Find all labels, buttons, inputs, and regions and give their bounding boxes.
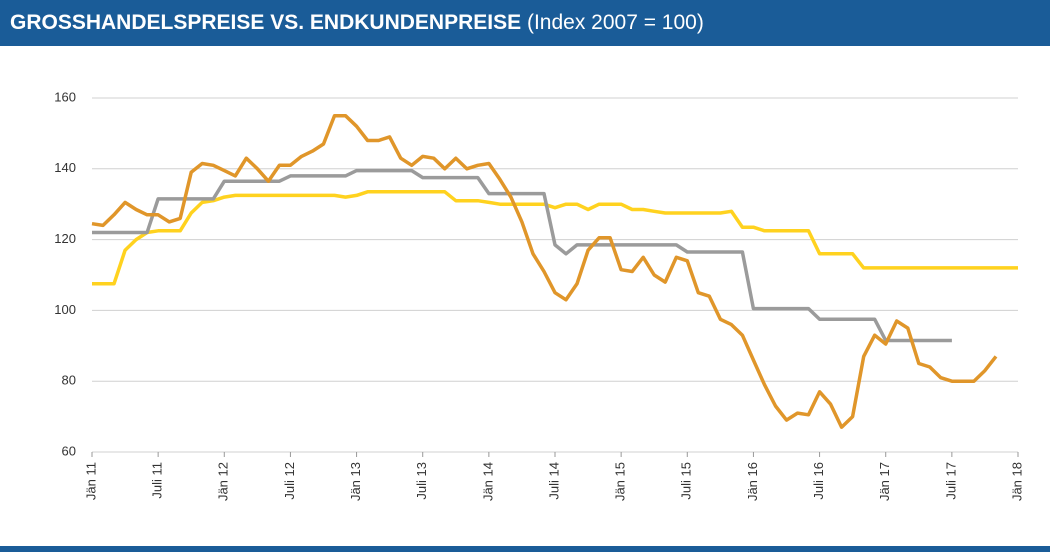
x-tick-label: Juli 17 [943,462,958,500]
header: GROSSHANDELSPREISE VS. ENDKUNDENPREISE (… [0,0,1050,46]
series-line [92,168,952,343]
x-tick-label: Jän 16 [745,462,760,501]
y-tick-label: 60 [62,443,76,458]
y-tick-label: 120 [54,231,76,246]
chart-subtitle: (Index 2007 = 100) [526,11,704,34]
series-line [92,190,1018,286]
x-tick-label: Jän 13 [348,462,363,501]
series-line [91,113,998,429]
chart-title: GROSSHANDELSPREISE VS. ENDKUNDENPREISE [10,11,522,34]
x-tick-label: Juli 12 [282,462,297,500]
y-tick-label: 160 [54,89,76,104]
x-tick-label: Jän 18 [1009,462,1024,501]
footer-bar [0,546,1050,552]
x-tick-label: Jän 15 [613,462,628,501]
x-tick-label: Jän 17 [877,462,892,501]
x-tick-label: Juli 15 [679,462,694,500]
x-tick-label: Jän 12 [216,462,231,501]
x-tick-label: Jän 14 [480,462,495,501]
x-tick-label: Juli 13 [414,462,429,500]
chart: 60 80 100 120 140 160 Jän 11 Juli 11 Jän 12 Juli … [54,89,1024,501]
y-tick-label: 80 [62,373,76,388]
x-tick-label: Juli 14 [546,462,561,500]
x-tick-label: Jän 11 [83,462,98,500]
x-tick-label: Juli 16 [811,462,826,500]
y-tick-label: 100 [54,302,76,317]
y-tick-label: 140 [54,160,76,175]
x-tick-label: Juli 11 [150,462,165,499]
